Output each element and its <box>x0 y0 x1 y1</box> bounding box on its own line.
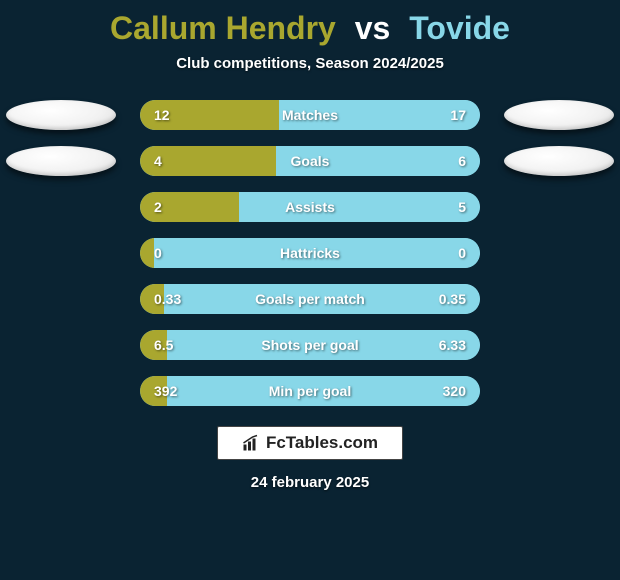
bar-overlay: 4 Goals 6 <box>140 146 480 176</box>
bar-overlay: 392 Min per goal 320 <box>140 376 480 406</box>
stat-row: 2 Assists 5 <box>0 192 620 222</box>
side-spacer <box>6 238 116 268</box>
page-title: Callum Hendry vs Tovide <box>110 10 510 47</box>
bar-overlay: 2 Assists 5 <box>140 192 480 222</box>
bar-overlay: 0 Hattricks 0 <box>140 238 480 268</box>
stat-row: 392 Min per goal 320 <box>0 376 620 406</box>
stat-row: 4 Goals 6 <box>0 146 620 176</box>
side-spacer <box>504 330 614 360</box>
stat-value-p1: 0 <box>154 245 162 261</box>
side-spacer <box>6 376 116 406</box>
stat-label: Hattricks <box>280 245 340 261</box>
stat-label: Goals <box>291 153 330 169</box>
side-spacer <box>504 376 614 406</box>
stat-value-p1: 4 <box>154 153 162 169</box>
stat-value-p2: 0 <box>458 245 466 261</box>
stat-row: 0 Hattricks 0 <box>0 238 620 268</box>
footer-date: 24 february 2025 <box>251 474 369 491</box>
side-spacer <box>504 192 614 222</box>
stat-value-p1: 12 <box>154 107 170 123</box>
player2-oval <box>504 100 614 130</box>
side-spacer <box>6 192 116 222</box>
infographic-container: Callum Hendry vs Tovide Club competition… <box>0 0 620 580</box>
logo-text: FcTables.com <box>266 433 378 453</box>
stat-value-p2: 5 <box>458 199 466 215</box>
chart-icon <box>242 434 260 452</box>
title-player1: Callum Hendry <box>110 10 336 46</box>
stat-value-p2: 17 <box>450 107 466 123</box>
logo-badge: FcTables.com <box>217 426 403 460</box>
stat-row: 0.33 Goals per match 0.35 <box>0 284 620 314</box>
stat-bar: 0 Hattricks 0 <box>140 238 480 268</box>
footer: FcTables.com 24 february 2025 <box>217 426 403 491</box>
title-player2: Tovide <box>409 10 510 46</box>
stat-label: Goals per match <box>255 291 365 307</box>
stat-row: 6.5 Shots per goal 6.33 <box>0 330 620 360</box>
stat-label: Matches <box>282 107 338 123</box>
side-spacer <box>6 330 116 360</box>
bar-overlay: 6.5 Shots per goal 6.33 <box>140 330 480 360</box>
stat-bar: 12 Matches 17 <box>140 100 480 130</box>
stat-value-p2: 6.33 <box>439 337 466 353</box>
stat-label: Shots per goal <box>261 337 358 353</box>
player1-oval <box>6 146 116 176</box>
stat-bar: 2 Assists 5 <box>140 192 480 222</box>
player1-oval <box>6 100 116 130</box>
stat-value-p2: 6 <box>458 153 466 169</box>
subtitle: Club competitions, Season 2024/2025 <box>176 55 444 72</box>
side-spacer <box>504 238 614 268</box>
stat-value-p1: 0.33 <box>154 291 181 307</box>
stat-value-p1: 2 <box>154 199 162 215</box>
stat-label: Assists <box>285 199 335 215</box>
stat-value-p1: 392 <box>154 383 177 399</box>
stat-bar: 392 Min per goal 320 <box>140 376 480 406</box>
stat-bar: 0.33 Goals per match 0.35 <box>140 284 480 314</box>
stat-bar: 4 Goals 6 <box>140 146 480 176</box>
bar-overlay: 0.33 Goals per match 0.35 <box>140 284 480 314</box>
bar-overlay: 12 Matches 17 <box>140 100 480 130</box>
stat-value-p2: 320 <box>443 383 466 399</box>
side-spacer <box>504 284 614 314</box>
stat-value-p1: 6.5 <box>154 337 173 353</box>
player2-oval <box>504 146 614 176</box>
stat-bar: 6.5 Shots per goal 6.33 <box>140 330 480 360</box>
title-vs: vs <box>355 10 391 46</box>
side-spacer <box>6 284 116 314</box>
stat-rows: 12 Matches 17 4 Goals 6 2 Assists 5 0 Hattricks 0 0.… <box>0 100 620 406</box>
stat-row: 12 Matches 17 <box>0 100 620 130</box>
stat-value-p2: 0.35 <box>439 291 466 307</box>
stat-label: Min per goal <box>269 383 351 399</box>
